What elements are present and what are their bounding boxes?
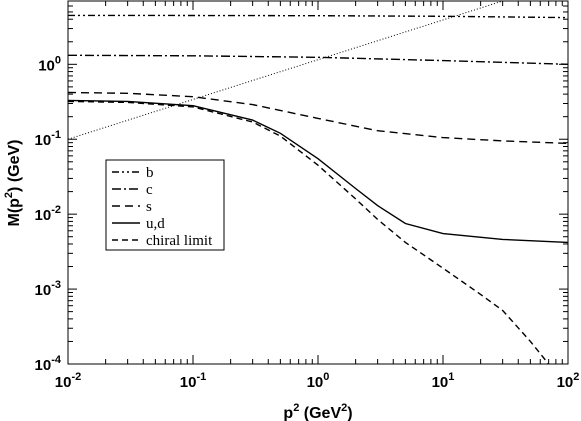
legend-label-b: b bbox=[146, 165, 154, 181]
y-tick-label: 10-4 bbox=[35, 354, 62, 374]
series-line-b bbox=[68, 14, 568, 19]
series-line-u-d bbox=[68, 99, 568, 244]
legend-label-chiral-limit: chiral limit bbox=[146, 233, 213, 249]
x-axis-label-sup: 2 bbox=[293, 402, 299, 414]
x-tick-label: 10-2 bbox=[55, 371, 81, 391]
lines-layer bbox=[68, 1, 568, 364]
y-tick-label: 100 bbox=[38, 54, 61, 74]
legend-label-s: s bbox=[146, 199, 152, 215]
x-axis-units: (GeV bbox=[299, 405, 341, 421]
y-tick-label: 10-2 bbox=[35, 204, 61, 224]
series-line-chiral-limit bbox=[68, 100, 550, 364]
x-axis-units-sup: 2 bbox=[341, 402, 347, 414]
y-axis-title: M(p2) (GeV) bbox=[3, 139, 23, 226]
y-tick-label: 10-3 bbox=[35, 279, 61, 299]
x-axis-label: p bbox=[283, 405, 293, 421]
legend-label-c: c bbox=[146, 182, 153, 198]
y-axis-label: M(p bbox=[6, 198, 23, 227]
svg-text:p2 (GeV2): p2 (GeV2) bbox=[283, 402, 352, 421]
x-axis-units-close: ) bbox=[347, 405, 352, 421]
x-tick-label: 101 bbox=[432, 371, 455, 391]
x-tick-label: 102 bbox=[557, 371, 580, 391]
y-axis-label-units: ) (GeV) bbox=[6, 139, 23, 191]
y-axis-label-sup: 2 bbox=[3, 192, 15, 198]
legend-label-u-d: u,d bbox=[146, 216, 165, 232]
x-axis-title: p2 (GeV2) bbox=[283, 402, 352, 421]
x-tick-label: 10-1 bbox=[180, 371, 206, 391]
y-tick-label: 10-1 bbox=[35, 129, 61, 149]
svg-text:M(p2) (GeV): M(p2) (GeV) bbox=[3, 139, 23, 226]
x-tick-label: 100 bbox=[307, 371, 330, 391]
legend-box bbox=[105, 159, 225, 251]
series-line-s bbox=[68, 91, 568, 145]
series-line-c bbox=[68, 54, 568, 65]
reference-dotted-line bbox=[68, 1, 503, 140]
plot-area: 10-2 10-1 100 101 102 10-4 10-3 10-2 10-1 100 bbox=[35, 0, 580, 391]
